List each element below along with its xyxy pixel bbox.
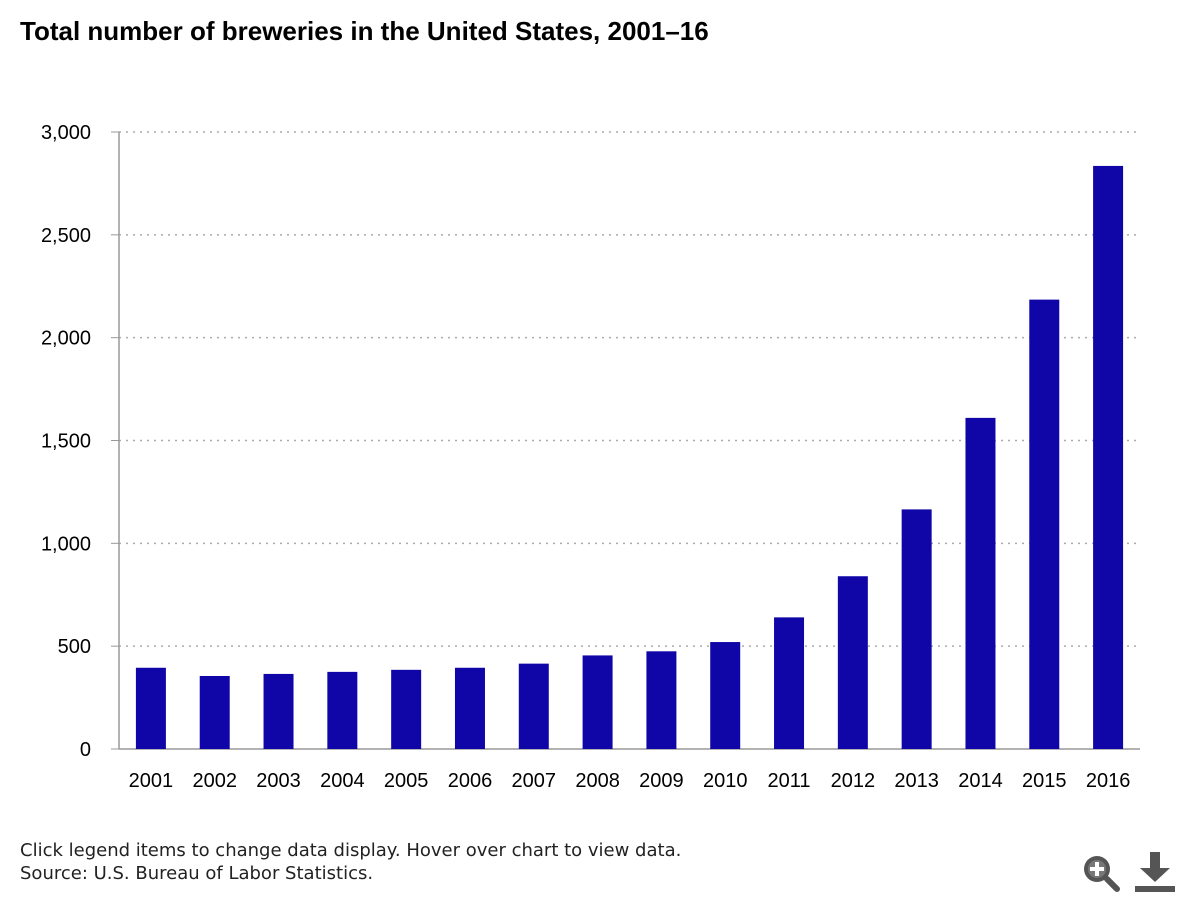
x-tick-label: 2014 [958,770,1003,792]
tick-labels: 0 500 1,000 1,500 2,000 2,500 3,000 2001 2002 200… [41,122,1130,792]
chart-title: Total number of breweries in the United … [20,16,709,46]
bar-2008[interactable] [582,655,613,749]
x-tick-label: 2006 [448,770,493,792]
x-tick-label: 2004 [320,770,365,792]
x-tick-label: 2015 [1022,770,1067,792]
bar-2010[interactable] [710,642,741,749]
x-tick-label: 2008 [575,770,620,792]
x-tick-label: 2012 [831,770,876,792]
y-tick-label: 0 [80,739,91,761]
x-tick-label: 2013 [894,770,939,792]
bar-2001[interactable] [135,667,166,749]
x-tick-label: 2016 [1086,770,1131,792]
zoom-in-icon[interactable] [1080,852,1122,899]
bar-2014[interactable] [965,417,996,749]
x-tick-label: 2011 [768,770,811,792]
x-tick-label: 2007 [512,770,557,792]
download-icon[interactable] [1132,848,1178,899]
bar-2015[interactable] [1029,299,1060,749]
bar-2005[interactable] [391,669,422,749]
x-tick-label: 2005 [384,770,429,792]
bar-2003[interactable] [263,673,294,749]
y-tick-label: 3,000 [41,122,91,144]
chart-source: Source: U.S. Bureau of Labor Statistics. [20,863,374,884]
bar-2009[interactable] [646,651,677,749]
bar-2007[interactable] [518,663,549,749]
bar-2016[interactable] [1093,165,1124,749]
bar-2002[interactable] [199,675,230,749]
x-tick-label: 2001 [129,770,174,792]
bar-2011[interactable] [774,617,805,749]
x-tick-label: 2010 [703,770,748,792]
x-tick-label: 2009 [639,770,684,792]
bar-2012[interactable] [837,576,868,749]
y-tick-label: 2,500 [41,225,91,247]
bar-2006[interactable] [454,667,485,749]
y-tick-label: 1,000 [41,533,91,555]
x-tick-label: 2002 [192,770,237,792]
bars[interactable] [135,165,1124,749]
y-tick-label: 1,500 [41,431,91,453]
chart-note: Click legend items to change data displa… [20,840,682,861]
bar-2013[interactable] [901,509,932,749]
y-tick-label: 2,000 [41,328,91,350]
bar-2004[interactable] [327,671,358,749]
x-tick-label: 2003 [256,770,301,792]
y-tick-label: 500 [58,636,91,658]
bar-chart[interactable]: 0 500 1,000 1,500 2,000 2,500 3,000 2001 2002 200… [0,0,1200,830]
